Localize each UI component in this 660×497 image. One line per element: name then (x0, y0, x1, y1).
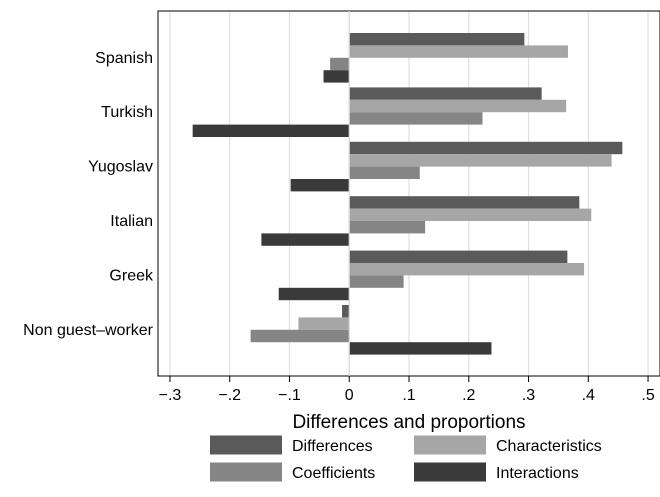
category-label: Spanish (95, 50, 153, 67)
category-label: Italian (110, 213, 153, 230)
x-tick-label: .4 (582, 387, 595, 404)
x-tick-label: .2 (462, 387, 475, 404)
bar-interactions (290, 179, 350, 192)
bar-characteristics (349, 154, 612, 167)
bar-characteristics (298, 317, 350, 330)
legend-swatch-differences (210, 435, 282, 455)
bar-coefficients (330, 57, 350, 71)
bar-coefficients (349, 112, 483, 125)
bar-differences (342, 305, 350, 318)
x-tick-label: 0 (345, 387, 354, 404)
gridlines (169, 11, 649, 376)
bar-interactions (349, 342, 492, 355)
bars-group (192, 11, 623, 376)
x-axis-ticks: −.3 −.2 −.1 0 .1 .2 .3 .4 .5 (159, 376, 655, 404)
bar-characteristics (349, 45, 568, 58)
x-tick-label: −.3 (159, 387, 182, 404)
legend-swatch-characteristics (414, 435, 486, 455)
legend-swatch-coefficients (210, 462, 282, 482)
bar-coefficients (349, 221, 426, 234)
x-tick-label: .1 (402, 387, 415, 404)
x-tick-label: −.1 (278, 387, 301, 404)
x-tick-label: .5 (641, 387, 654, 404)
category-label: Non guest–worker (23, 322, 154, 339)
bar-characteristics (349, 99, 567, 113)
legend-label: Differences (292, 438, 373, 455)
bar-differences (349, 196, 580, 209)
legend-swatch-interactions (414, 462, 486, 482)
x-axis-title: Differences and proportions (292, 412, 525, 433)
category-label: Greek (109, 267, 154, 284)
x-tick-label: .3 (522, 387, 535, 404)
bar-characteristics (349, 263, 585, 276)
bar-interactions (278, 287, 350, 301)
legend-label: Interactions (496, 465, 579, 482)
bar-characteristics (349, 208, 592, 221)
bar-interactions (323, 70, 350, 83)
bar-differences (349, 87, 542, 100)
bar-interactions (261, 233, 350, 246)
category-labels: Spanish Turkish Yugoslav Italian Greek Non gu… (23, 50, 154, 339)
bar-differences (349, 250, 568, 263)
bar-differences (349, 141, 623, 155)
bar-differences (349, 33, 525, 46)
bar-coefficients (349, 275, 404, 288)
bar-coefficients (250, 329, 350, 343)
x-tick-label: −.2 (218, 387, 241, 404)
category-label: Turkish (101, 104, 153, 121)
legend: Differences Characteristics Coefficients In… (210, 435, 602, 482)
bar-interactions (192, 124, 350, 137)
bar-coefficients (349, 166, 420, 179)
category-label: Yugoslav (88, 159, 153, 176)
legend-label: Characteristics (496, 438, 602, 455)
legend-label: Coefficients (292, 465, 375, 482)
